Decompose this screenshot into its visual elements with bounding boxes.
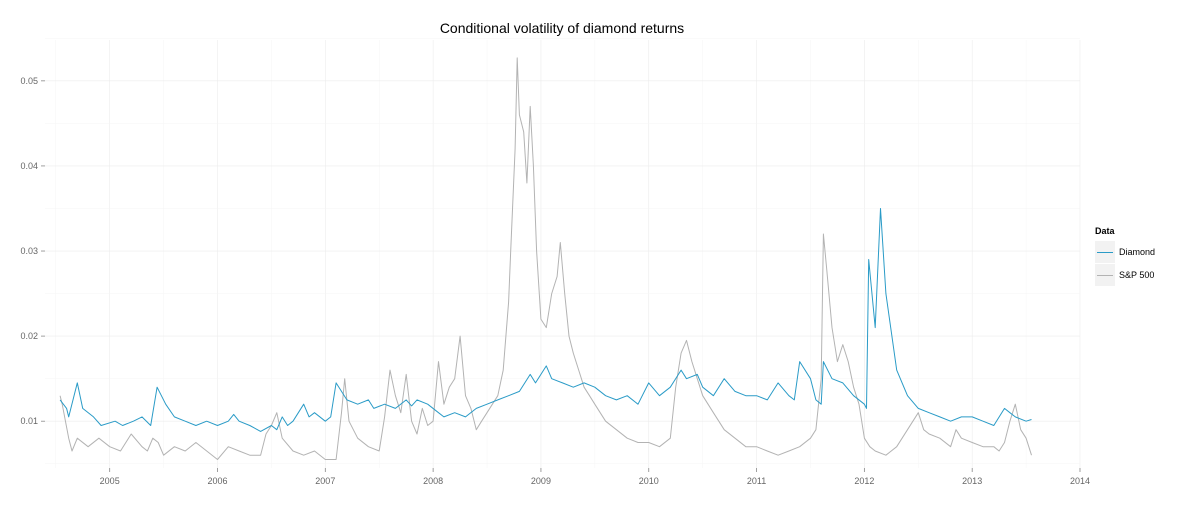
x-tick-label: 2014 — [1070, 476, 1090, 486]
y-tick-label: 0.01 — [20, 416, 38, 426]
y-tick-label: 0.02 — [20, 331, 38, 341]
x-tick-label: 2011 — [747, 476, 766, 486]
legend-item-diamond: Diamond — [1095, 240, 1155, 263]
y-tick-label: 0.04 — [20, 161, 38, 171]
legend-title: Data — [1095, 226, 1115, 236]
legend-swatch-diamond — [1097, 251, 1113, 253]
x-tick-label: 2007 — [315, 476, 335, 486]
series-line-s-p-500 — [59, 57, 1032, 460]
x-tick-label: 2008 — [423, 476, 443, 486]
series-line-diamond — [59, 208, 1032, 432]
legend-item-sp500: S&P 500 — [1095, 263, 1155, 286]
legend-key — [1095, 240, 1115, 263]
y-tick-label: 0.05 — [20, 76, 38, 86]
x-tick-label: 2012 — [854, 476, 874, 486]
legend: Data Diamond S&P 500 — [1095, 226, 1155, 286]
axes: 2005 2006 2007 2008 2009 2010 2011 2012 2013 2014… — [20, 76, 1090, 486]
x-tick-label: 2010 — [639, 476, 659, 486]
x-tick-label: 2006 — [207, 476, 227, 486]
legend-key — [1095, 263, 1115, 286]
grid — [45, 38, 1081, 468]
x-tick-label: 2009 — [531, 476, 551, 486]
x-tick-label: 2013 — [962, 476, 982, 486]
chart-title: Conditional volatility of diamond return… — [439, 20, 685, 36]
x-tick-label: 2005 — [100, 476, 120, 486]
plot-area — [59, 57, 1032, 460]
legend-swatch-sp500 — [1097, 274, 1113, 276]
y-tick-label: 0.03 — [20, 246, 38, 256]
legend-label-diamond: Diamond — [1119, 246, 1156, 257]
legend-label-sp500: S&P 500 — [1119, 269, 1155, 280]
